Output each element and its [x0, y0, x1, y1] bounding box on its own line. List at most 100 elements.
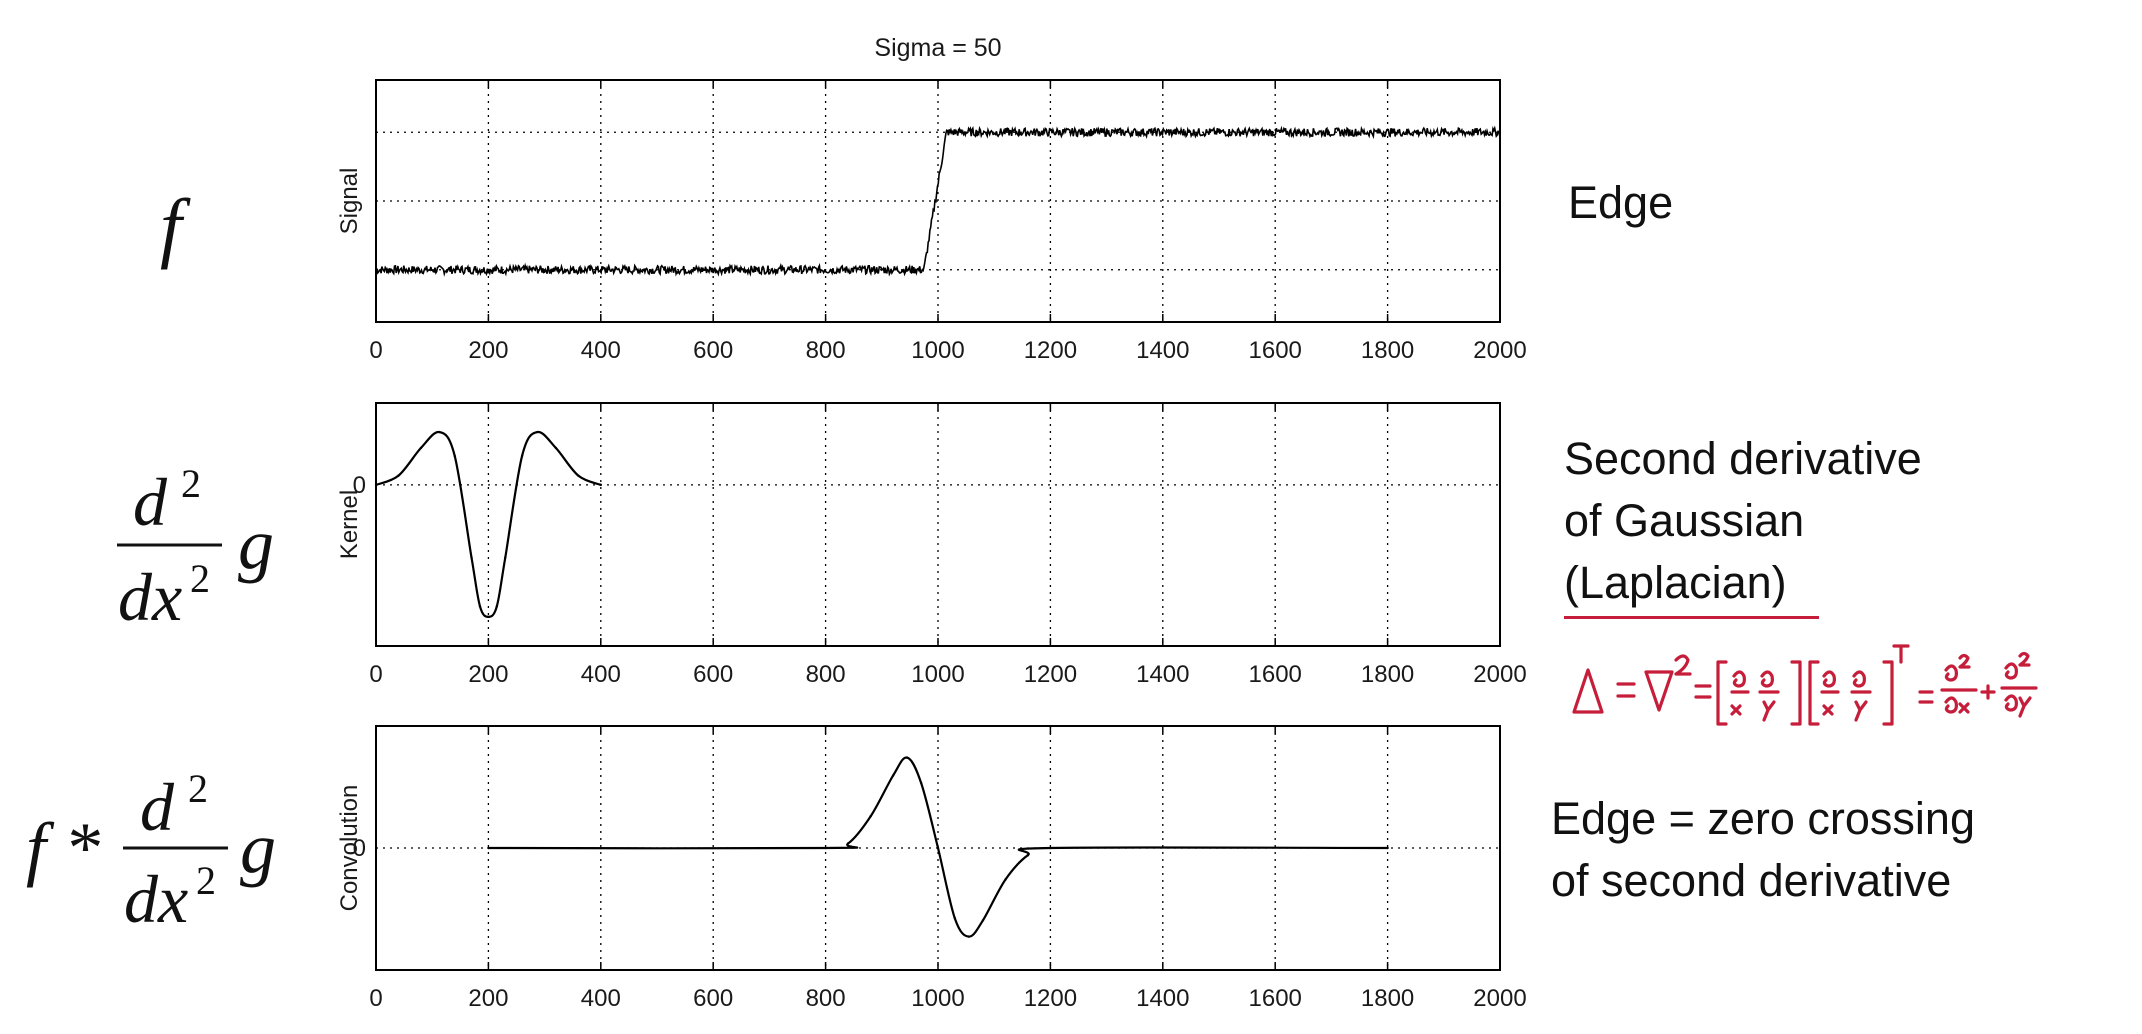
x-tick-label-6: 1200 [1024, 661, 1077, 688]
label-edge-text: Edge [1568, 177, 1674, 228]
x-tick-label-8: 1600 [1249, 985, 1302, 1012]
math-sup2-bottom: 2 [190, 556, 210, 601]
data-point-8 [495, 605, 499, 608]
math-f-star: f * [26, 808, 100, 888]
y-axis-label: Convolution [336, 785, 363, 912]
x-tick-label-2: 400 [581, 337, 621, 364]
x-tick-label-1: 200 [468, 661, 508, 688]
hand-bracket2 [1808, 660, 1894, 726]
y-axis-label: Signal [336, 168, 363, 235]
x-tick-label-9: 1800 [1361, 985, 1414, 1012]
hand-eq2 [1694, 684, 1712, 699]
data-point-9 [504, 556, 507, 559]
hand-transpose [1892, 644, 1910, 664]
math-label-f: f [160, 183, 191, 270]
x-tick-label-8: 1600 [1249, 337, 1302, 364]
data-point-5 [905, 756, 909, 759]
math-d2-top-2: d [140, 769, 175, 845]
label-zero-line1: Edge = zero crossing [1551, 793, 1975, 844]
y-tick-label-0: 0 [353, 835, 366, 862]
data-point-6 [478, 605, 482, 608]
x-tick-label-3: 600 [693, 661, 733, 688]
data-point-6 [919, 781, 923, 785]
math-g-2: g [240, 808, 276, 888]
x-tick-label-7: 1400 [1136, 337, 1189, 364]
x-tick-label-5: 1000 [911, 985, 964, 1012]
data-point-9 [967, 935, 971, 938]
x-tick-label-10: 2000 [1473, 985, 1526, 1012]
data-point-1 [824, 846, 827, 850]
panel-kernel: 0 200 400 600 800 1000 1200 1400 1600 1800 20000Ke… [336, 402, 1527, 688]
data-point-4 [453, 454, 456, 458]
data-point-13 [1049, 846, 1052, 850]
series-signal-line [375, 125, 1501, 277]
data-point-14 [1386, 846, 1389, 850]
label-second-line1: Second derivative [1564, 433, 1922, 484]
x-tick-label-4: 800 [806, 985, 846, 1012]
label-second-derivative: Second derivative of Gaussian (Laplacian… [1564, 428, 1922, 619]
x-tick-label-5: 1000 [911, 337, 964, 364]
hand-bracket1 [1716, 660, 1802, 726]
data-point-11 [536, 430, 539, 434]
math-label-convolution: f * d 2 dx 2 g [26, 766, 276, 937]
x-tick-label-2: 400 [581, 661, 621, 688]
data-point-13 [577, 474, 580, 477]
math-g: g [238, 504, 274, 584]
x-tick-label-10: 2000 [1473, 661, 1526, 688]
hand-eq1 [1616, 682, 1636, 698]
x-tick-label-6: 1200 [1024, 985, 1077, 1012]
data-point-1 [397, 474, 400, 477]
hand-frac2 [2000, 651, 2038, 718]
data-point-10 [981, 919, 985, 922]
math-sup2-bottom-2: 2 [196, 858, 216, 903]
hand-frac1 [1940, 653, 1978, 714]
hand-eq3 [1918, 690, 1934, 704]
hand-partials2 [1820, 670, 1872, 722]
math-label-second-derivative: d 2 dx 2 g [117, 461, 274, 635]
math-dx2-bottom-2: dx [124, 861, 188, 937]
label-second-line2: of Gaussian [1564, 495, 1805, 546]
data-point-12 [554, 446, 558, 450]
x-tick-label-9: 1800 [1361, 661, 1414, 688]
data-point-2 [419, 446, 423, 450]
handwritten-laplacian-note [1572, 644, 2038, 726]
data-point-0 [487, 846, 490, 850]
x-tick-label-7: 1400 [1136, 985, 1189, 1012]
x-tick-label-5: 1000 [911, 661, 964, 688]
x-tick-label-8: 1600 [1249, 661, 1302, 688]
data-point-3 [438, 430, 441, 434]
hand-delta [1572, 668, 1604, 714]
data-point-12 [1026, 854, 1030, 857]
math-sup2-top: 2 [181, 461, 201, 506]
x-tick-label-1: 200 [468, 985, 508, 1012]
x-tick-label-1: 200 [468, 337, 508, 364]
x-tick-label-6: 1200 [1024, 337, 1077, 364]
panel-convolution: 0 200 400 600 800 1000 1200 1400 1600 1800 20000Co… [336, 725, 1527, 1012]
data-point-5 [470, 556, 473, 559]
math-sup2-top-2: 2 [188, 766, 208, 811]
x-tick-label-3: 600 [693, 337, 733, 364]
panel-signal: 0 200 400 600 800 1000 1200 1400 1600 1800 2000 Sig… [336, 79, 1527, 364]
hand-partials1 [1730, 670, 1780, 722]
figure-title: Sigma = 50 [874, 34, 1001, 62]
hand-nabla [1644, 654, 1692, 712]
x-tick-label-10: 2000 [1473, 337, 1526, 364]
label-zero-line2: of second derivative [1551, 855, 1952, 906]
x-tick-label-0: 0 [369, 985, 382, 1012]
x-tick-label-4: 800 [806, 337, 846, 364]
x-tick-label-0: 0 [369, 661, 382, 688]
x-tick-label-3: 600 [693, 985, 733, 1012]
data-point-4 [891, 774, 895, 777]
data-point-7 [487, 615, 490, 619]
math-d2-top: d [133, 464, 168, 540]
y-tick-label-0: 0 [353, 472, 366, 499]
label-second-line3: (Laplacian) [1564, 552, 1819, 619]
y-axis-label: Kernel [336, 490, 363, 559]
data-point-14 [599, 483, 602, 487]
label-zero-crossing: Edge = zero crossing of second derivativ… [1551, 788, 1975, 912]
math-f: f [160, 183, 191, 270]
label-edge: Edge [1568, 172, 1673, 234]
data-point-2 [846, 842, 850, 845]
data-point-7 [936, 846, 940, 850]
